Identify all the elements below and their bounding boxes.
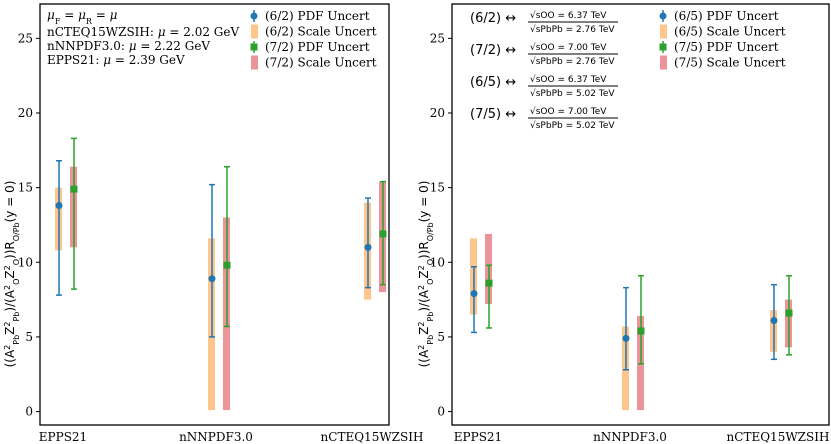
- right-annotation-block: (6/2) ↔ √sOO = 6.37 TeV √sPbPb = 2.76 TeV (…: [470, 10, 618, 131]
- left-legend: (6/2) PDF Uncert(6/2) Scale Uncert(7/2) …: [250, 9, 377, 70]
- legend-label: (7/2) PDF Uncert: [265, 40, 370, 54]
- right-plot-frame: [451, 3, 830, 426]
- legend-label: (6/2) Scale Uncert: [265, 25, 377, 39]
- pdf-central-point: [223, 261, 231, 269]
- ytick-label: 5: [437, 330, 445, 344]
- pdf-central-point: [770, 316, 778, 324]
- right-panel: ((A2PbZ2Pb)/(A2OZ2O))RO/Pb(y = 0) 0 5 10 15…: [417, 3, 830, 444]
- legend-label: (7/5) Scale Uncert: [674, 56, 786, 70]
- ytick-label: 10: [430, 255, 445, 269]
- legend-bar-swatch: [660, 24, 667, 39]
- legend-bar-swatch: [251, 55, 258, 70]
- pdf-central-point: [637, 327, 645, 335]
- legend-marker: [250, 12, 258, 20]
- legend-bar-swatch: [251, 24, 258, 39]
- left-plot-frame: [39, 3, 390, 426]
- ratio-label: (7/5) ↔: [470, 107, 516, 122]
- legend-bar-swatch: [660, 55, 667, 70]
- scale-note-nnnpdf: nNNPDF3.0: μ = 2.22 GeV: [47, 39, 210, 53]
- ratio-label: (6/5) ↔: [470, 75, 516, 90]
- xtick-label: nNNPDF3.0: [179, 430, 253, 444]
- legend-marker: [250, 43, 258, 51]
- legend-label: (7/5) PDF Uncert: [674, 40, 779, 54]
- left-panel: ((A2PbZ2Pb)/(A2OZ2O))RO/Pb(y = 0) 0 5 10 15…: [3, 3, 424, 444]
- ratio-denominator: √sPbPb = 2.76 TeV: [530, 56, 615, 67]
- pdf-central-point: [485, 279, 493, 287]
- legend-marker: [659, 12, 667, 20]
- left-ylabel: ((A2PbZ2Pb)/(A2OZ2O))RO/Pb(y = 0): [3, 181, 21, 368]
- right-xaxis: EPPS21 nNNPDF3.0 nCTEQ15WZSIH: [454, 430, 830, 444]
- ratio-numerator: √sOO = 6.37 TeV: [530, 10, 607, 21]
- left-annotation-block: μF = μR = μ nCTEQ15WZSIH: μ = 2.02 GeV n…: [47, 8, 239, 67]
- scale-note-epps: EPPS21: μ = 2.39 GeV: [47, 53, 185, 67]
- xtick-label: EPPS21: [39, 430, 87, 444]
- right-ylabel: ((A2PbZ2Pb)/(A2OZ2O))RO/Pb(y = 0): [417, 181, 435, 368]
- ytick-label: 0: [25, 405, 33, 419]
- mu-equality-note: μF = μR = μ: [47, 8, 118, 26]
- ratio-numerator: √sOO = 7.00 TeV: [530, 106, 607, 117]
- ytick-label: 25: [430, 31, 445, 45]
- left-xaxis: EPPS21 nNNPDF3.0 nCTEQ15WZSIH: [39, 430, 424, 444]
- ytick-label: 25: [18, 31, 33, 45]
- left-marks: [55, 137, 387, 411]
- ytick-label: 0: [437, 405, 445, 419]
- pdf-central-point: [622, 334, 630, 342]
- left-yaxis: 0 5 10 15 20 25: [18, 31, 40, 419]
- legend-label: (6/2) PDF Uncert: [265, 9, 370, 23]
- pdf-central-point: [208, 275, 216, 283]
- pdf-central-point: [379, 230, 387, 238]
- right-legend: (6/5) PDF Uncert(6/5) Scale Uncert(7/5) …: [659, 9, 786, 70]
- legend-marker: [659, 43, 667, 51]
- pdf-central-point: [785, 309, 793, 317]
- xtick-label: nCTEQ15WZSIH: [727, 430, 830, 444]
- xtick-label: EPPS21: [454, 430, 502, 444]
- xtick-label: nNNPDF3.0: [593, 430, 667, 444]
- ratio-numerator: √sOO = 7.00 TeV: [530, 42, 607, 53]
- ytick-label: 20: [18, 106, 33, 120]
- pdf-central-point: [364, 243, 372, 251]
- scale-note-ncteq: nCTEQ15WZSIH: μ = 2.02 GeV: [47, 25, 239, 39]
- legend-label: (7/2) Scale Uncert: [265, 56, 377, 70]
- ytick-label: 15: [18, 181, 33, 195]
- ytick-label: 20: [430, 106, 445, 120]
- legend-label: (6/5) Scale Uncert: [674, 25, 786, 39]
- ratio-denominator: √sPbPb = 5.02 TeV: [530, 120, 615, 131]
- ytick-label: 15: [430, 181, 445, 195]
- ratio-denominator: √sPbPb = 2.76 TeV: [530, 24, 615, 35]
- ratio-numerator: √sOO = 6.37 TeV: [530, 74, 607, 85]
- ytick-label: 10: [18, 255, 33, 269]
- ytick-label: 5: [25, 330, 33, 344]
- ratio-label: (7/2) ↔: [470, 43, 516, 58]
- pdf-central-point: [55, 202, 63, 210]
- ratio-denominator: √sPbPb = 5.02 TeV: [530, 88, 615, 99]
- legend-label: (6/5) PDF Uncert: [674, 9, 779, 23]
- xtick-label: nCTEQ15WZSIH: [321, 430, 424, 444]
- pdf-central-point: [470, 290, 478, 298]
- right-marks: [470, 233, 793, 411]
- ratio-label: (6/2) ↔: [470, 11, 516, 26]
- pdf-central-point: [70, 185, 78, 193]
- right-yaxis: 0 5 10 15 20 25: [430, 31, 452, 419]
